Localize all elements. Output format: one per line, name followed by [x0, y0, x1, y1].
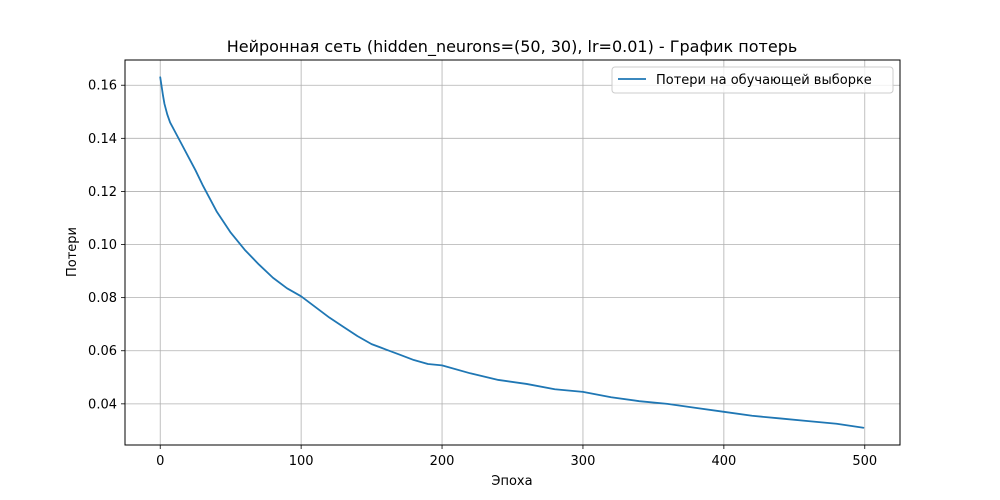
grid-layer [125, 60, 900, 445]
chart-title: Нейронная сеть (hidden_neurons=(50, 30),… [227, 37, 798, 57]
y-tick-label: 0.16 [88, 79, 117, 94]
ticks-layer: 0 100 200 300 400 500 0.04 0.06 0.08 0.10 0.12 0.14… [88, 79, 877, 469]
y-tick-label: 0.12 [88, 185, 117, 200]
x-tick-label: 400 [711, 454, 736, 469]
x-tick-label: 100 [289, 454, 314, 469]
y-tick-label: 0.06 [88, 344, 117, 359]
y-tick-label: 0.14 [88, 132, 117, 147]
y-tick-label: 0.10 [88, 238, 117, 253]
y-axis-label: Потери [65, 227, 80, 277]
y-tick-label: 0.04 [88, 397, 117, 412]
legend: Потери на обучающей выборке [611, 66, 894, 94]
legend-series-label: Потери на обучающей выборке [656, 73, 872, 88]
x-tick-label: 200 [430, 454, 455, 469]
y-tick-label: 0.08 [88, 291, 117, 306]
x-tick-label: 500 [852, 454, 877, 469]
x-tick-label: 0 [156, 454, 164, 469]
x-axis-label: Эпоха [491, 474, 532, 489]
legend-box [611, 66, 894, 94]
axes-frame [124, 59, 901, 446]
series-layer [159, 76, 865, 429]
series-line-training-loss [159, 76, 865, 429]
x-tick-label: 300 [571, 454, 596, 469]
